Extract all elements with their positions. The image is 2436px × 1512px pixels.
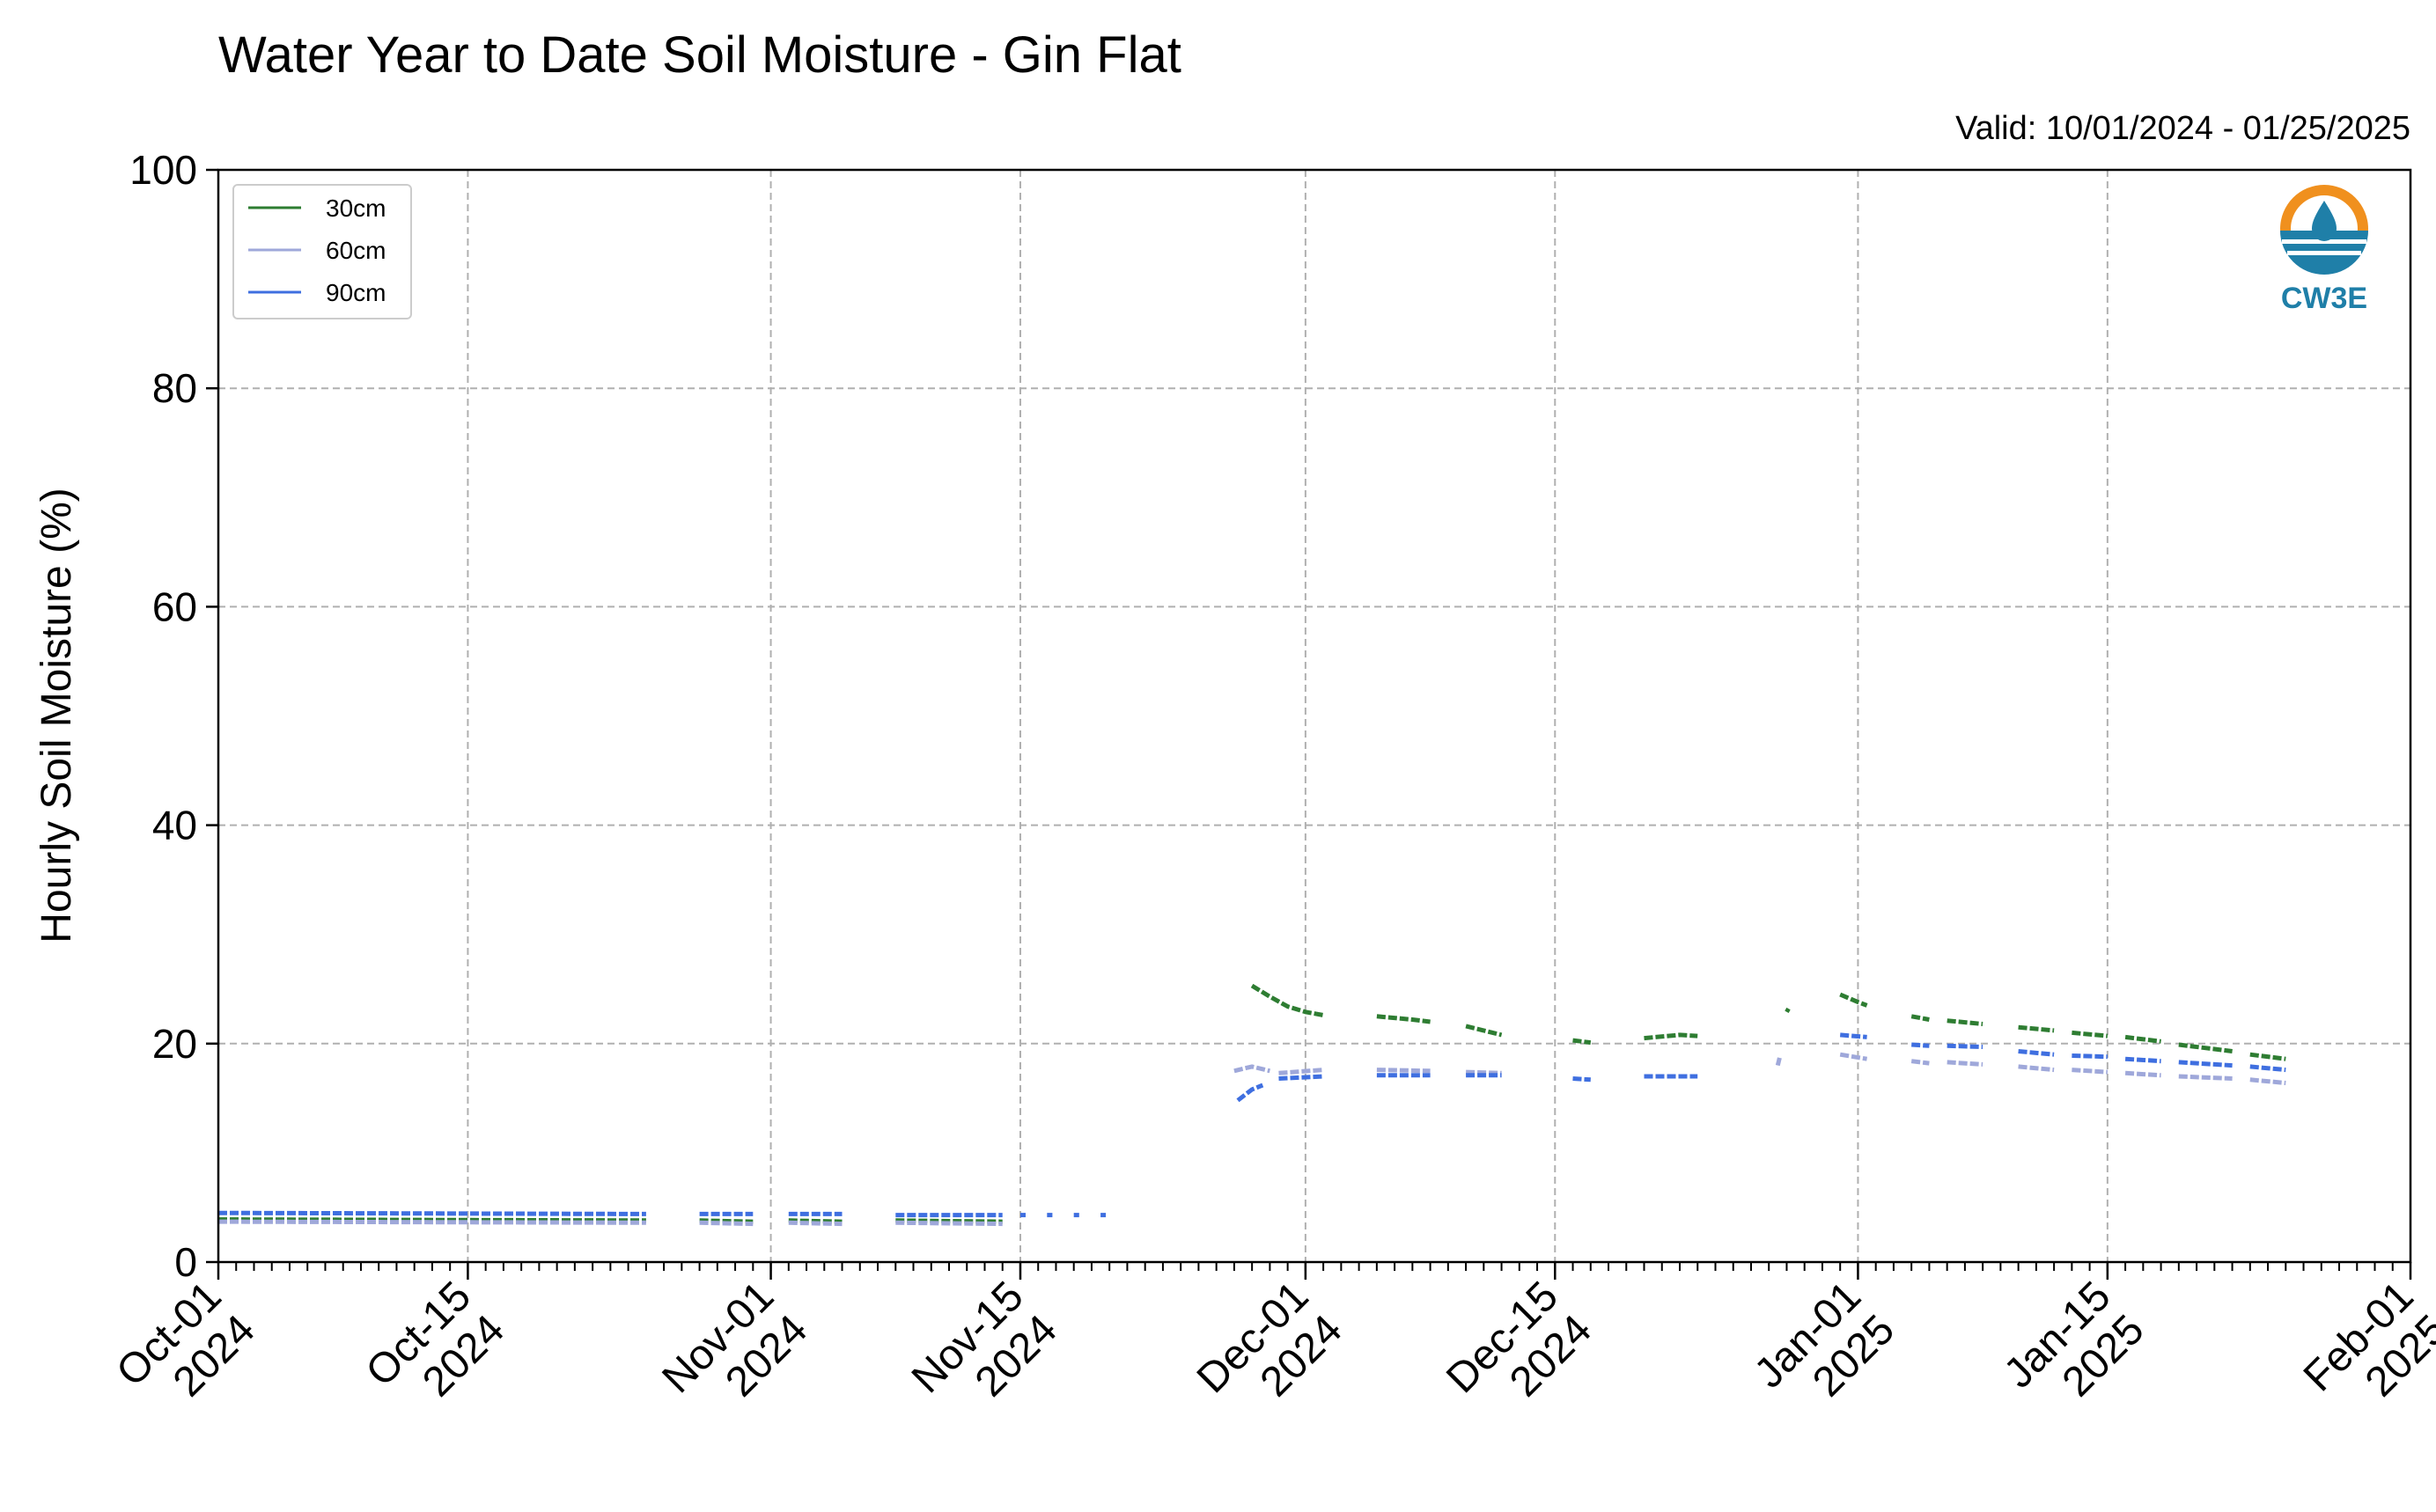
- y-axis: 0 20 40 60 80 100: [129, 147, 218, 1285]
- series-line-segment: [1250, 983, 1324, 1017]
- grid-lines: [218, 170, 2410, 1262]
- series-line-segment: [2249, 1064, 2286, 1073]
- legend-label: 30cm: [326, 195, 386, 222]
- series-line-segment: [1910, 1014, 1930, 1022]
- series-line-segment: [699, 1220, 754, 1227]
- series-line-segment: [2178, 1060, 2233, 1068]
- series-90cm: [217, 1032, 2286, 1218]
- legend-label: 60cm: [326, 237, 386, 264]
- series-line-segment: [1911, 1042, 1930, 1048]
- series-line-segment: [1775, 1057, 1782, 1067]
- y-tick-label: 60: [152, 584, 197, 629]
- cw3e-logo: CW3E: [2280, 185, 2368, 315]
- series-line-segment: [1839, 1052, 1868, 1061]
- y-tick-label: 20: [152, 1021, 197, 1067]
- legend: 30cm 60cm 90cm: [232, 184, 412, 319]
- series-line-segment: [1465, 1024, 1503, 1038]
- logo-text: CW3E: [2281, 282, 2367, 315]
- series-line-segment: [1644, 1032, 1698, 1041]
- legend-box: [232, 184, 412, 319]
- y-tick-label: 80: [152, 365, 197, 411]
- series-line-segment: [1278, 1068, 1324, 1075]
- series-line-segment: [2072, 1068, 2109, 1075]
- series-line-segment: [1572, 1076, 1591, 1083]
- series-line-segment: [895, 1220, 1003, 1227]
- series-line-segment: [1376, 1014, 1431, 1024]
- y-tick-label: 0: [174, 1239, 197, 1285]
- series-line-segment: [1466, 1069, 1502, 1075]
- series-line-segment: [788, 1220, 843, 1227]
- series-line-segment: [2124, 1056, 2161, 1064]
- series-line-segment: [2178, 1042, 2233, 1053]
- series-line-segment: [1839, 1032, 1867, 1039]
- water-drop-icon: [2280, 185, 2368, 275]
- series-line-segment: [1785, 1007, 1791, 1013]
- series-line-segment: [1376, 1068, 1431, 1074]
- series-line-segment: [1278, 1074, 1324, 1081]
- data-series: [217, 983, 2286, 1227]
- series-line-segment: [2072, 1030, 2109, 1039]
- series-line-segment: [2072, 1053, 2108, 1060]
- y-tick-label: 40: [152, 803, 197, 848]
- series-line-segment: [2178, 1074, 2233, 1081]
- series-line-segment: [2018, 1064, 2055, 1073]
- logo-drop: [2312, 201, 2337, 241]
- series-line-segment: [2124, 1070, 2161, 1078]
- legend-label: 90cm: [326, 279, 386, 306]
- series-line-segment: [1910, 1059, 1930, 1066]
- y-tick-label: 100: [129, 147, 197, 193]
- plot-frame: [217, 168, 2412, 1264]
- series-line-segment: [1947, 1060, 1983, 1067]
- logo-wave-2: [2287, 251, 2361, 255]
- series-line-segment: [217, 1210, 646, 1216]
- series-line-segment: [2249, 1077, 2286, 1085]
- series-line-segment: [2018, 1049, 2055, 1057]
- logo-wave-1: [2282, 239, 2366, 244]
- y-axis-label: Hourly Soil Moisture (%): [33, 488, 80, 943]
- series-line-segment: [1947, 1018, 1983, 1026]
- series-line-segment: [2249, 1052, 2286, 1061]
- chart-subtitle: Valid: 10/01/2024 - 01/25/2025: [1955, 110, 2410, 147]
- chart-title: Water Year to Date Soil Moisture - Gin F…: [218, 26, 1181, 84]
- series-line-segment: [1839, 992, 1868, 1008]
- series-line-segment: [2124, 1034, 2161, 1044]
- series-line-segment: [1572, 1038, 1592, 1046]
- series-60cm: [217, 1052, 2286, 1227]
- series-line-segment: [2018, 1024, 2055, 1033]
- series-line-segment: [1233, 1064, 1270, 1074]
- series-line-segment: [1236, 1083, 1264, 1103]
